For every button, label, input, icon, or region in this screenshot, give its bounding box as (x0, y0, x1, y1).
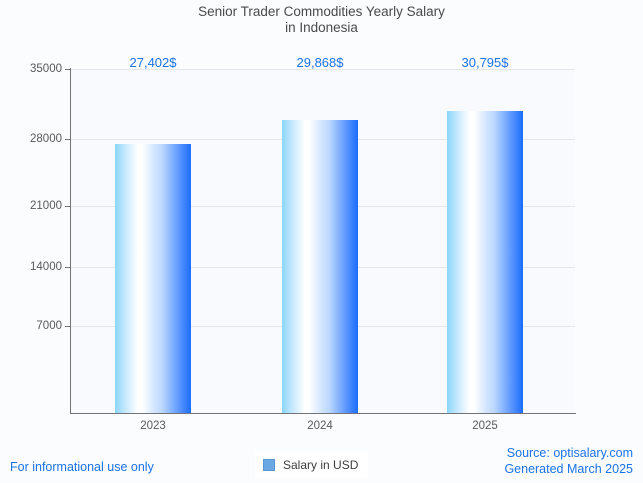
y-tick-mark-28000 (65, 139, 70, 140)
chart-title-line-2: in Indonesia (285, 20, 358, 35)
generated-date-line: Generated March 2025 (504, 462, 633, 476)
bar-value-label-2025: 30,795$ (461, 55, 509, 70)
source-attribution: Source: optisalary.com Generated March 2… (504, 445, 633, 477)
x-tick-label-2025: 2025 (472, 420, 498, 432)
chart-title: Senior Trader Commodities Yearly Salary … (0, 4, 643, 36)
y-tick-mark-21000 (65, 206, 70, 207)
bar-value-label-2023: 27,402$ (129, 55, 177, 70)
x-axis-line (70, 413, 576, 414)
x-tick-label-2023: 2023 (140, 420, 166, 432)
y-tick-mark-7000 (65, 326, 70, 327)
gridline-35000 (70, 69, 575, 70)
chart-legend[interactable]: Salary in USD (255, 452, 369, 478)
y-tick-mark-35000 (65, 69, 70, 70)
bar-value-label-2024: 29,868$ (296, 55, 344, 70)
disclaimer-text: For informational use only (10, 460, 154, 474)
legend-label-salary-in-usd: Salary in USD (283, 458, 359, 472)
source-line: Source: optisalary.com (506, 446, 633, 460)
bar-2025[interactable] (447, 111, 523, 414)
y-tick-label-7000: 7000 (36, 320, 62, 332)
y-tick-label-14000: 14000 (30, 261, 62, 273)
y-tick-label-21000: 21000 (30, 200, 62, 212)
x-tick-label-2024: 2024 (307, 420, 333, 432)
legend-swatch-icon (263, 459, 275, 471)
bar-2024[interactable] (282, 120, 358, 414)
y-tick-label-35000: 35000 (30, 63, 62, 75)
y-axis-tick-labels: 35000 28000 21000 14000 7000 (0, 0, 62, 483)
y-tick-label-28000: 28000 (30, 133, 62, 145)
plot-area (70, 69, 575, 414)
y-axis-line (70, 68, 71, 414)
chart-title-line-1: Senior Trader Commodities Yearly Salary (198, 4, 445, 19)
y-tick-mark-14000 (65, 267, 70, 268)
bar-2023[interactable] (115, 144, 191, 414)
